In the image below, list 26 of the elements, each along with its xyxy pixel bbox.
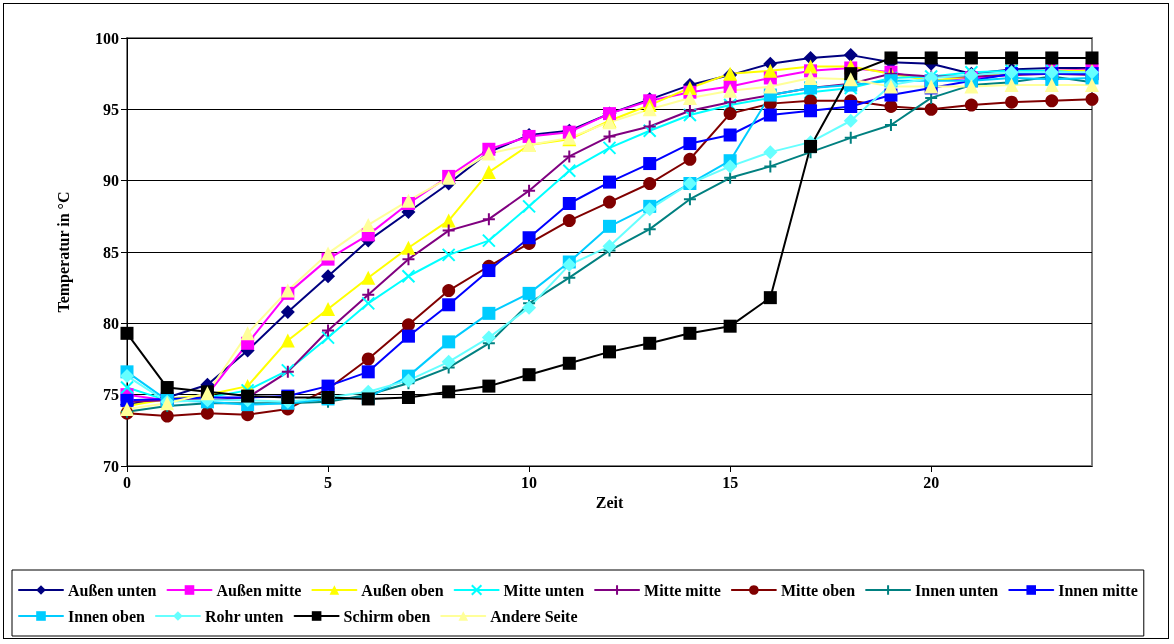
legend-label: Innen mitte — [1058, 581, 1138, 599]
legend-label: Mitte oben — [780, 581, 856, 599]
legend-label: Andere Seite — [490, 607, 578, 625]
x-tick-label: 15 — [722, 473, 739, 491]
legend-label: Mitte mitte — [644, 581, 721, 599]
legend-label: Außen mitte — [216, 581, 302, 599]
x-tick-label: 5 — [324, 473, 333, 491]
y-tick-label: 100 — [95, 29, 119, 47]
legend-label: Rohr unten — [204, 607, 284, 625]
legend-label: Außen oben — [361, 581, 444, 599]
legend-label: Außen unten — [68, 581, 157, 599]
y-tick-label: 85 — [103, 243, 119, 261]
y-tick-label: 70 — [103, 457, 119, 475]
y-axis-title: Temperatur in °C — [54, 191, 73, 313]
x-tick-label: 20 — [923, 473, 940, 491]
legend-label: Innen oben — [68, 607, 146, 625]
x-axis-title: Zeit — [595, 494, 624, 512]
y-tick-label: 75 — [103, 386, 119, 404]
legend-label: Innen unten — [915, 581, 999, 599]
x-tick-label: 0 — [123, 473, 131, 491]
y-tick-label: 80 — [103, 314, 119, 332]
x-tick-label: 10 — [521, 473, 538, 491]
y-tick-label: 95 — [103, 100, 119, 118]
legend-label: Mitte unten — [503, 581, 585, 599]
y-tick-label: 90 — [103, 172, 119, 190]
legend-label: Schirm oben — [343, 607, 431, 625]
